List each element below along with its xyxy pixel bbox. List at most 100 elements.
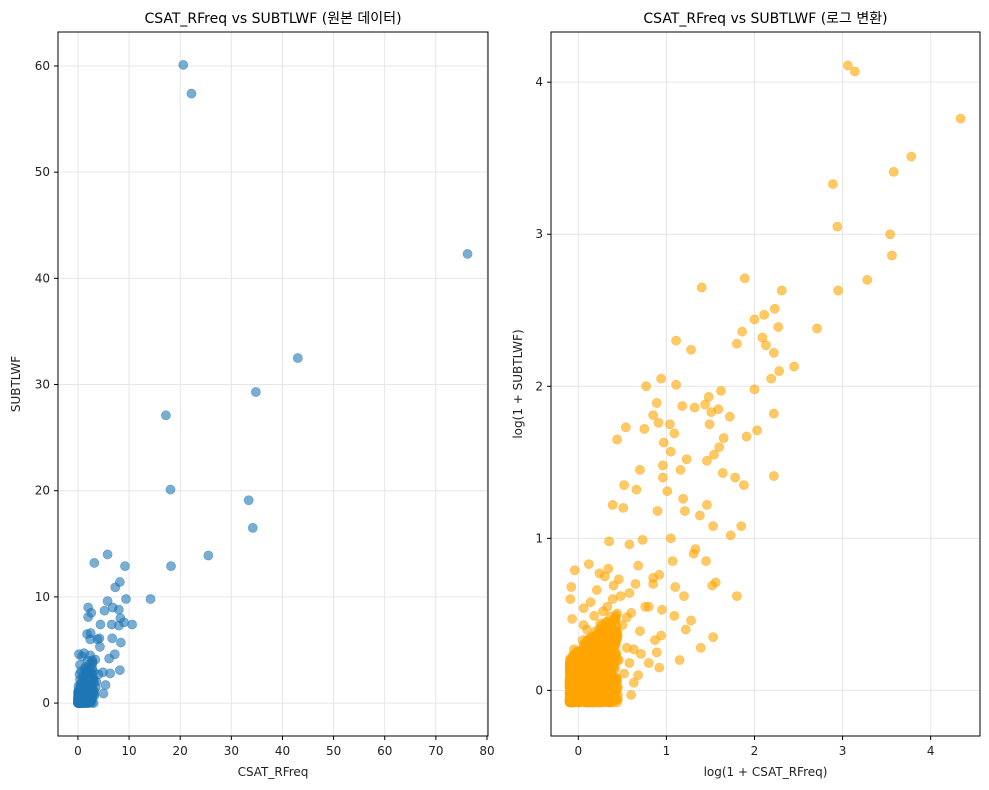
data-point bbox=[695, 642, 706, 653]
data-point bbox=[598, 606, 608, 617]
data-point bbox=[91, 676, 102, 687]
data-point bbox=[669, 428, 680, 439]
data-point bbox=[617, 620, 628, 630]
data-point bbox=[679, 591, 689, 602]
data-point bbox=[114, 665, 125, 676]
data-point bbox=[842, 60, 853, 71]
data-point bbox=[606, 667, 617, 678]
x-tick-label: 1 bbox=[663, 744, 671, 758]
data-point bbox=[665, 446, 676, 457]
data-point bbox=[127, 619, 138, 630]
data-point bbox=[633, 670, 644, 681]
data-point bbox=[186, 88, 197, 99]
x-tick-label: 4 bbox=[927, 744, 935, 758]
data-point bbox=[599, 571, 610, 582]
data-point bbox=[769, 303, 780, 314]
data-point bbox=[670, 582, 681, 592]
data-point bbox=[587, 644, 598, 655]
data-point bbox=[577, 696, 588, 706]
data-point bbox=[776, 285, 787, 296]
data-point bbox=[621, 642, 632, 653]
data-point bbox=[739, 480, 749, 491]
left-points bbox=[73, 60, 473, 708]
data-point bbox=[585, 597, 596, 608]
data-point bbox=[759, 309, 770, 320]
data-point bbox=[832, 221, 843, 232]
y-tick-label: 50 bbox=[35, 165, 50, 179]
x-tick-label: 10 bbox=[121, 744, 136, 758]
right-scatter-plot: 0 1 2 3 4 0 1 2 3 4 CSAT_RFreq vs SUBTLWF (로그 변환… bbox=[511, 11, 981, 779]
data-point bbox=[657, 472, 668, 483]
data-point bbox=[608, 580, 619, 591]
data-point bbox=[761, 340, 771, 351]
data-point bbox=[736, 521, 747, 532]
y-tick-label: 2 bbox=[535, 379, 543, 393]
data-point bbox=[597, 659, 607, 670]
data-point bbox=[708, 632, 718, 643]
data-point bbox=[121, 594, 131, 604]
data-point bbox=[575, 677, 585, 688]
data-point bbox=[247, 522, 258, 533]
data-point bbox=[643, 658, 654, 668]
data-point bbox=[590, 667, 600, 678]
data-point bbox=[624, 539, 635, 550]
data-point bbox=[613, 682, 623, 693]
x-tick-label: 60 bbox=[377, 744, 392, 758]
data-point bbox=[652, 506, 663, 516]
data-point bbox=[631, 484, 642, 495]
data-point bbox=[89, 690, 100, 701]
data-point bbox=[662, 486, 673, 497]
data-point bbox=[613, 655, 624, 665]
data-point bbox=[581, 655, 592, 665]
data-point bbox=[665, 533, 676, 544]
data-point bbox=[667, 556, 678, 567]
data-point bbox=[100, 680, 111, 690]
data-point bbox=[102, 596, 113, 607]
data-point bbox=[615, 591, 626, 602]
data-point bbox=[250, 387, 261, 397]
data-point bbox=[677, 401, 688, 411]
right-axes-frame bbox=[550, 31, 981, 737]
data-point bbox=[203, 550, 214, 561]
data-point bbox=[885, 229, 896, 240]
data-point bbox=[702, 499, 712, 510]
data-point bbox=[680, 624, 691, 635]
data-point bbox=[565, 594, 576, 605]
data-point bbox=[665, 419, 675, 430]
data-point bbox=[94, 633, 105, 644]
left-axes-frame bbox=[57, 31, 489, 737]
data-point bbox=[113, 620, 124, 631]
data-point bbox=[620, 422, 631, 433]
data-point bbox=[576, 662, 586, 673]
data-point bbox=[635, 465, 645, 475]
data-point bbox=[99, 605, 110, 616]
data-point bbox=[592, 632, 603, 643]
data-point bbox=[773, 322, 784, 332]
data-point bbox=[624, 658, 635, 668]
data-point bbox=[600, 677, 611, 688]
data-point bbox=[955, 113, 966, 124]
data-point bbox=[618, 503, 629, 513]
y-tick-label: 30 bbox=[35, 378, 50, 392]
data-point bbox=[95, 619, 106, 630]
data-point bbox=[678, 493, 689, 504]
right-x-ticks: 0 1 2 3 4 bbox=[574, 736, 934, 758]
data-point bbox=[653, 417, 664, 428]
data-point bbox=[591, 676, 602, 687]
data-point bbox=[82, 655, 93, 666]
data-point bbox=[708, 521, 718, 532]
x-tick-label: 20 bbox=[173, 744, 188, 758]
data-point bbox=[606, 645, 616, 656]
data-point bbox=[569, 644, 579, 655]
data-point bbox=[602, 623, 613, 633]
data-point bbox=[568, 654, 579, 664]
data-point bbox=[567, 614, 578, 624]
data-point bbox=[731, 591, 742, 602]
data-point bbox=[766, 373, 777, 384]
data-point bbox=[706, 407, 717, 418]
data-point bbox=[599, 691, 610, 702]
data-point bbox=[619, 668, 630, 679]
x-tick-label: 70 bbox=[428, 744, 443, 758]
data-point bbox=[651, 398, 662, 408]
